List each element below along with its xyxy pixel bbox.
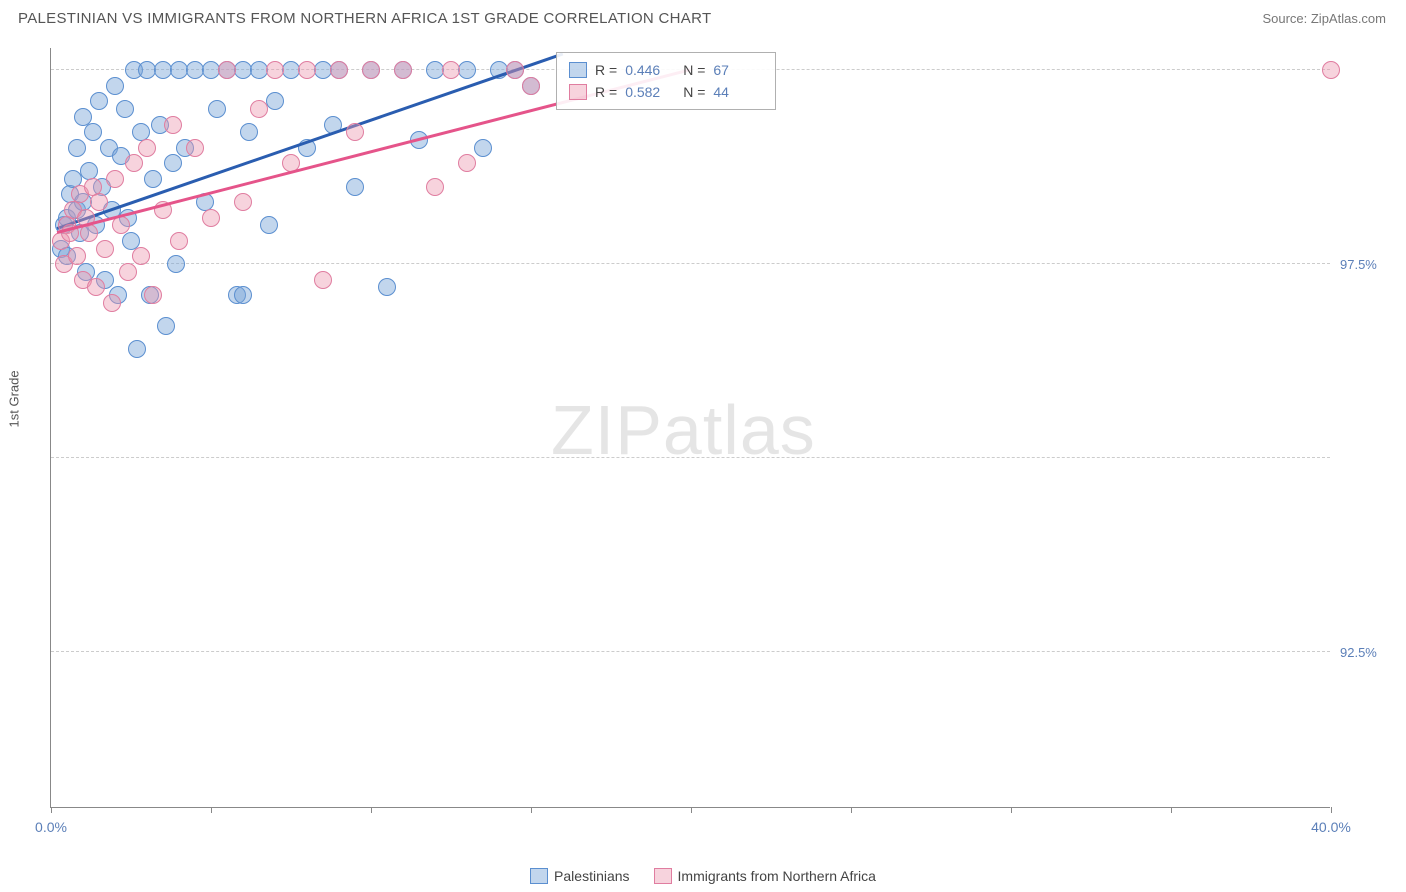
stat-r-value: 0.446 [625,59,675,81]
stat-r-value: 0.582 [625,81,675,103]
scatter-point [458,61,476,79]
scatter-point [260,216,278,234]
scatter-point [164,154,182,172]
bottom-legend: Palestinians Immigrants from Northern Afr… [0,868,1406,884]
scatter-point [314,271,332,289]
scatter-point [240,123,258,141]
scatter-plot-area: ZIPatlas 92.5%97.5%0.0%40.0% [50,48,1330,808]
scatter-point [103,294,121,312]
x-tick [51,807,52,813]
scatter-point [266,61,284,79]
chart-header: PALESTINIAN VS IMMIGRANTS FROM NORTHERN … [0,0,1406,35]
bottom-legend-item: Immigrants from Northern Africa [654,868,876,884]
legend-label: Immigrants from Northern Africa [678,868,876,884]
scatter-point [68,139,86,157]
scatter-point [208,100,226,118]
legend-swatch [654,868,672,884]
scatter-point [84,123,102,141]
scatter-point [170,232,188,250]
scatter-point [106,77,124,95]
scatter-point [1322,61,1340,79]
scatter-point [112,216,130,234]
scatter-point [87,278,105,296]
scatter-point [119,263,137,281]
scatter-point [138,139,156,157]
y-tick-label: 92.5% [1340,645,1400,660]
scatter-point [346,123,364,141]
stats-legend-row: R = 0.582 N = 44 [569,81,763,103]
scatter-point [144,170,162,188]
scatter-point [144,286,162,304]
scatter-point [234,286,252,304]
x-tick [1171,807,1172,813]
scatter-point [132,247,150,265]
bottom-legend-item: Palestinians [530,868,630,884]
scatter-point [426,178,444,196]
stats-legend-box: R = 0.446 N = 67 R = 0.582 N = 44 [556,52,776,110]
x-tick [1331,807,1332,813]
scatter-point [394,61,412,79]
chart-source: Source: ZipAtlas.com [1262,11,1386,26]
scatter-point [522,77,540,95]
scatter-point [157,317,175,335]
scatter-point [68,247,86,265]
stat-n-value: 44 [713,81,763,103]
x-tick [1011,807,1012,813]
x-tick-label: 0.0% [35,819,67,835]
scatter-point [218,61,236,79]
scatter-point [125,154,143,172]
y-tick-label: 97.5% [1340,257,1400,272]
x-tick-label: 40.0% [1311,819,1351,835]
scatter-point [164,116,182,134]
gridline-h [51,263,1330,264]
gridline-h [51,457,1330,458]
scatter-point [96,240,114,258]
scatter-point [250,100,268,118]
stats-legend-row: R = 0.446 N = 67 [569,59,763,81]
scatter-point [298,61,316,79]
scatter-point [186,139,204,157]
scatter-point [202,209,220,227]
scatter-point [116,100,134,118]
scatter-point [346,178,364,196]
scatter-point [442,61,460,79]
scatter-point [90,193,108,211]
scatter-point [458,154,476,172]
x-tick [531,807,532,813]
legend-swatch [569,84,587,100]
stat-n-label: N = [683,59,705,81]
scatter-point [106,170,124,188]
legend-swatch [530,868,548,884]
x-tick [211,807,212,813]
stat-r-label: R = [595,81,617,103]
gridline-h [51,651,1330,652]
scatter-point [330,61,348,79]
legend-label: Palestinians [554,868,630,884]
stat-n-value: 67 [713,59,763,81]
scatter-point [506,61,524,79]
scatter-point [362,61,380,79]
stat-r-label: R = [595,59,617,81]
stat-n-label: N = [683,81,705,103]
scatter-point [474,139,492,157]
scatter-point [234,193,252,211]
legend-swatch [569,62,587,78]
x-tick [691,807,692,813]
chart-title: PALESTINIAN VS IMMIGRANTS FROM NORTHERN … [18,10,711,27]
scatter-point [266,92,284,110]
scatter-point [167,255,185,273]
x-tick [371,807,372,813]
scatter-point [378,278,396,296]
y-axis-label: 1st Grade [7,370,22,427]
scatter-point [90,92,108,110]
scatter-point [128,340,146,358]
x-tick [851,807,852,813]
